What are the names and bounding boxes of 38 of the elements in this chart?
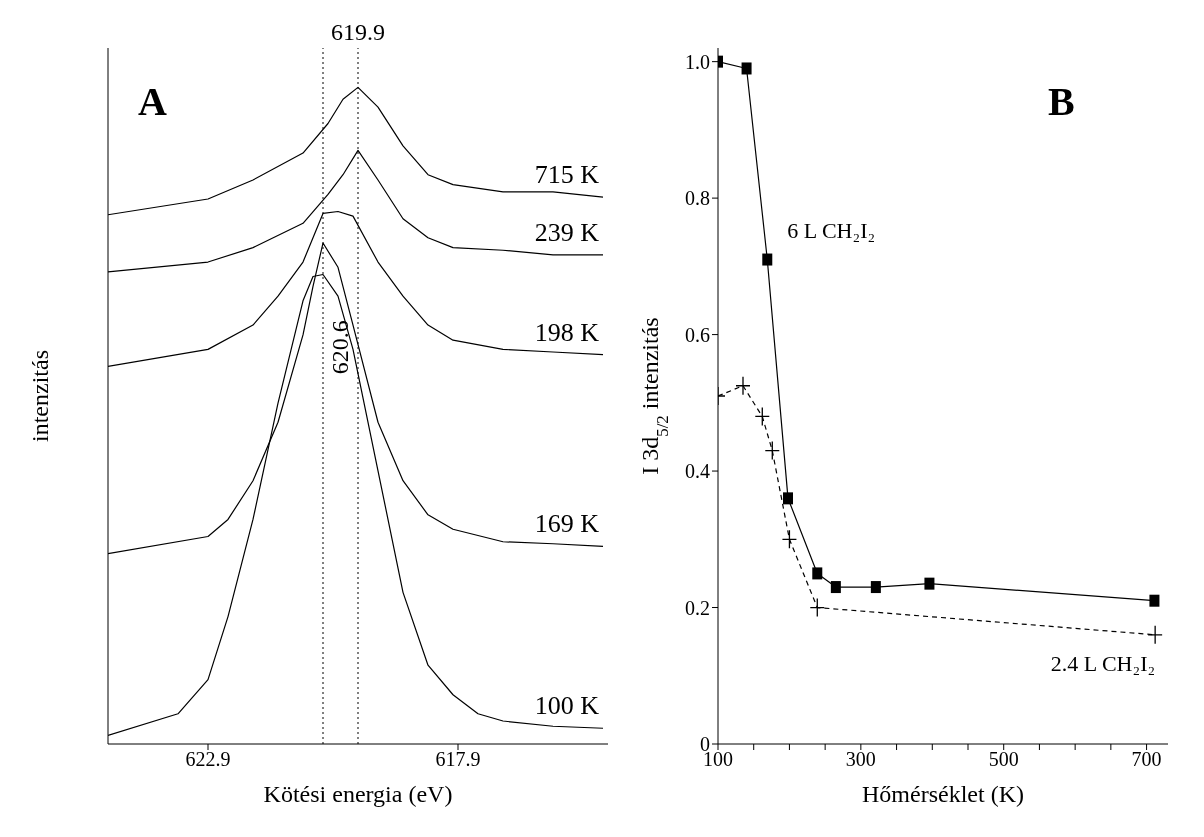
y-axis-title: intenzitás (27, 350, 53, 442)
point (830, 581, 841, 594)
point (924, 577, 935, 590)
point (812, 567, 823, 580)
series-label: 169 K (534, 509, 600, 539)
point (809, 597, 825, 618)
text: B (1048, 78, 1075, 125)
y-tick-label: 0.2 (685, 596, 710, 619)
point (1149, 594, 1160, 607)
series-label: 198 K (534, 317, 600, 347)
series-label: 239 K (534, 217, 600, 247)
point (764, 440, 780, 461)
x-axis-title: Hőmérséklet (K) (862, 781, 1024, 807)
ref-line-label: 619.9 (331, 19, 385, 45)
point (741, 62, 752, 75)
point (783, 492, 793, 505)
chart-title: A (138, 78, 167, 125)
point (1147, 625, 1163, 645)
point (870, 581, 881, 594)
x-tick-label: 622.9 (185, 748, 231, 771)
series-label: 715 K (534, 160, 600, 190)
x-axis-title: Kötési energia (eV) (263, 781, 453, 807)
series-label: 100 K (534, 691, 600, 721)
series-label: 2.4 L CH₂I₂ (1050, 650, 1156, 676)
x-tick-label: 617.9 (435, 748, 481, 771)
x-tick-label: 700 (1131, 748, 1162, 771)
series-label: 6 L CH₂I₂ (787, 217, 876, 243)
point (754, 406, 770, 427)
y-tick-label: 0.8 (685, 187, 710, 210)
y-tick-label: 0.4 (685, 460, 710, 483)
x-tick-label: 500 (988, 748, 1019, 771)
y-tick-label: 0.6 (685, 323, 710, 346)
ref-line-label: 620.6 (326, 320, 353, 375)
point (781, 529, 798, 549)
x-tick-label: 300 (845, 748, 876, 771)
point (735, 376, 751, 396)
point (762, 253, 773, 266)
y-tick-label: 1.0 (685, 50, 710, 73)
